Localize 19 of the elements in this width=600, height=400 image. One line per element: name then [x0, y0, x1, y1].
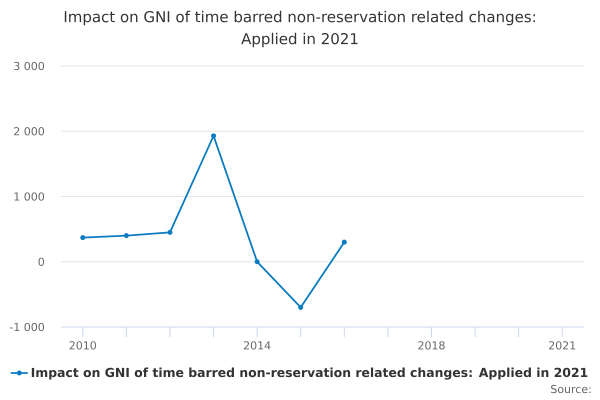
- point: [342, 240, 347, 245]
- y-tick-label: 3 000: [14, 62, 44, 70]
- y-tick-label: 2 000: [14, 127, 44, 136]
- point: [211, 133, 216, 138]
- y-tick-label: 1 000: [14, 192, 44, 201]
- point: [298, 304, 304, 310]
- x-tick-label: 2018: [418, 341, 445, 350]
- source-note: Source:: [551, 384, 591, 394]
- point: [80, 235, 86, 240]
- x-tick-label: 2021: [549, 341, 576, 350]
- point: [254, 259, 260, 264]
- legend-label: Impact on GNI of time barred non-reservation related changes: Applied in 2021: [32, 368, 588, 380]
- x-tick-label: 2014: [244, 341, 270, 350]
- y-tick-label: 0: [38, 258, 44, 266]
- x-tick-label: 2010: [70, 341, 96, 350]
- point: [124, 233, 129, 238]
- chart-title: Impact on GNI of time barred non-reservation related changes: Applied in 2021: [64, 10, 535, 48]
- point: [167, 230, 172, 235]
- y-tick-label: -1 000: [10, 322, 44, 332]
